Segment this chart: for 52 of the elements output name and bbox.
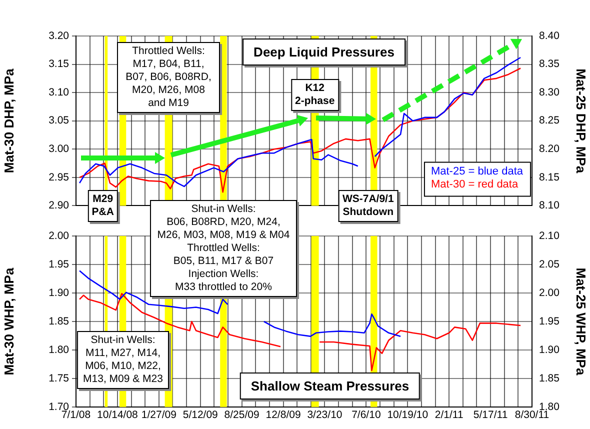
y-tick-label: 2.90: [48, 200, 70, 212]
annotation: K12 2-phase: [291, 79, 339, 112]
x-tick-label: 10/19/10: [387, 409, 428, 422]
y-tick-label: 1.95: [48, 258, 70, 270]
y-tick-label: 3.05: [48, 114, 70, 127]
x-tick-label: 3/23/10: [307, 409, 342, 422]
y-tick-label: 3.20: [48, 30, 70, 42]
y2-tick-label: 1.95: [539, 315, 560, 328]
annotation: WS-7A/9/1 Shutdown: [338, 190, 398, 222]
y2-axis-title: Mat-25 WHP, MPa: [574, 268, 589, 376]
y2-tick-label: 8.15: [539, 171, 560, 184]
x-tick-label: 10/14/08: [97, 409, 138, 422]
y2-axis-title: Mat-25 DHP, MPa: [574, 68, 589, 174]
y-tick-label: 3.15: [48, 58, 70, 70]
x-tick-label: 8/30/11: [514, 409, 550, 422]
y2-tick-label: 2.00: [539, 286, 560, 299]
x-tick-label: 5/12/09: [182, 409, 218, 422]
annotation: M29 P&A: [88, 190, 118, 222]
y2-tick-label: 8.40: [539, 30, 560, 42]
y2-tick-label: 2.05: [539, 258, 560, 270]
text: Deep Liquid Pressures: [242, 38, 406, 66]
annotation: Shut-in Wells: B06, B08RD, M20, M24, M26, M03, M08, M19 & M04 Throttled Wells: B05, B11, M17 & B07 Injection Wells: M33 throttled to 20%: [150, 200, 297, 297]
y2-tick-label: 2.10: [539, 230, 560, 242]
x-tick-label: 12/8/09: [266, 409, 301, 422]
y-axis-title: Mat-30 DHP, MPa: [1, 68, 16, 174]
x-tick-label: 5/17/11: [473, 409, 508, 422]
x-tick-label: 1/27/09: [141, 409, 177, 422]
x-tick-label: 2/1/11: [434, 409, 464, 422]
y-tick-label: 1.90: [48, 286, 70, 299]
y2-tick-label: 8.30: [539, 86, 560, 98]
annotation: Shut-in Wells: M11, M27, M14, M06, M10, M22, M13, M09 & M23: [77, 331, 169, 389]
y2-tick-label: 8.35: [539, 58, 560, 70]
y2-tick-label: 8.20: [539, 143, 560, 156]
text: Mat-25 = blue data: [430, 166, 524, 178]
y-tick-label: 3.00: [48, 143, 70, 156]
y-tick-label: 1.75: [48, 372, 70, 384]
y2-tick-label: 8.10: [539, 200, 560, 212]
x-tick-label: 8/25/09: [224, 409, 260, 422]
y-tick-label: 3.10: [48, 86, 70, 98]
x-tick-label: 7/1/08: [61, 409, 91, 422]
y-tick-label: 2.00: [48, 230, 70, 242]
y2-tick-label: 1.85: [539, 372, 560, 384]
y-tick-label: 1.80: [48, 344, 70, 356]
y-tick-label: 2.95: [48, 171, 70, 184]
x-tick-label: 7/6/10: [352, 409, 381, 422]
y2-tick-label: 8.25: [539, 114, 560, 127]
y-tick-label: 1.85: [48, 315, 70, 328]
y-axis-title: Mat-30 WHP, MPa: [1, 267, 16, 376]
text: Shallow Steam Pressures: [240, 372, 420, 400]
annotation: Throttled Wells: M17, B04, B11, B07, B06, B08RD, M20, M26, M08 and M19: [117, 42, 220, 113]
y2-tick-label: 1.90: [539, 344, 560, 356]
text: Mat-30 = red data: [430, 178, 519, 191]
